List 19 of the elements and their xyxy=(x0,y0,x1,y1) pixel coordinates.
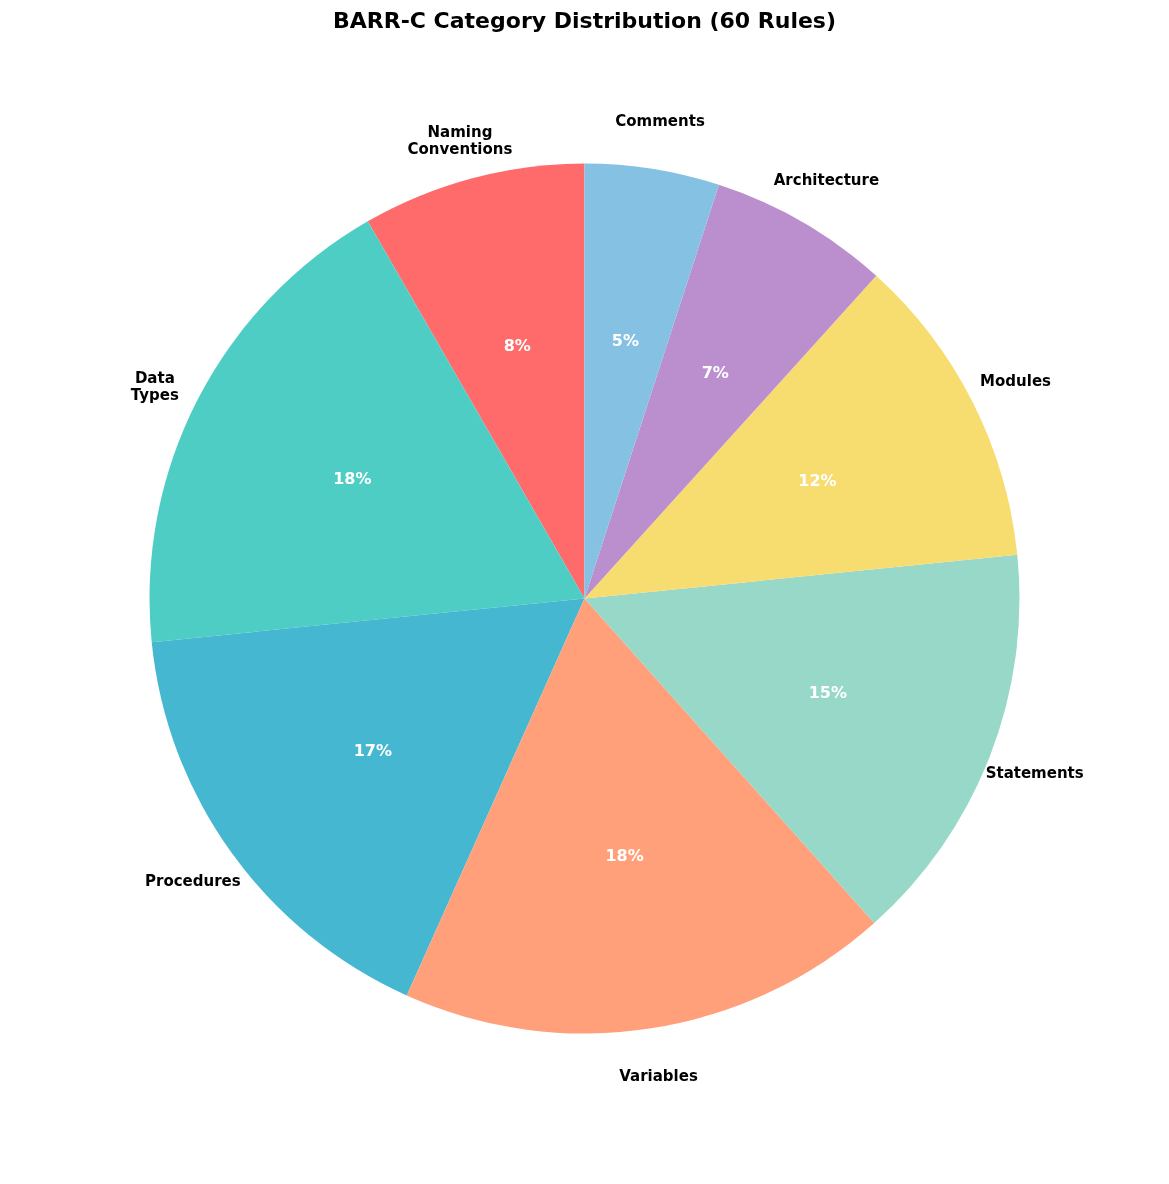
slice-label: Procedures xyxy=(145,872,241,891)
slice-label: Data Types xyxy=(130,368,179,404)
slice-label: Statements xyxy=(985,764,1084,783)
chart-title: BARR-C Category Distribution (60 Rules) xyxy=(332,8,837,33)
data-label: 7% xyxy=(701,362,729,382)
data-label: 17% xyxy=(353,741,393,761)
slice-label: Architecture xyxy=(773,171,880,190)
slice-label: Naming Conventions xyxy=(407,122,513,158)
pie-slice xyxy=(406,598,875,1034)
data-label: 15% xyxy=(808,683,847,703)
data-label: 5% xyxy=(611,330,639,350)
slice-label: Modules xyxy=(980,371,1052,390)
data-label: 18% xyxy=(605,846,644,866)
pie-slice xyxy=(584,184,877,599)
data-label: 12% xyxy=(798,470,837,490)
data-label: 8% xyxy=(503,336,531,356)
data-label: 18% xyxy=(333,469,372,489)
slice-label: Comments xyxy=(615,112,705,131)
slice-label: Variables xyxy=(619,1066,698,1085)
